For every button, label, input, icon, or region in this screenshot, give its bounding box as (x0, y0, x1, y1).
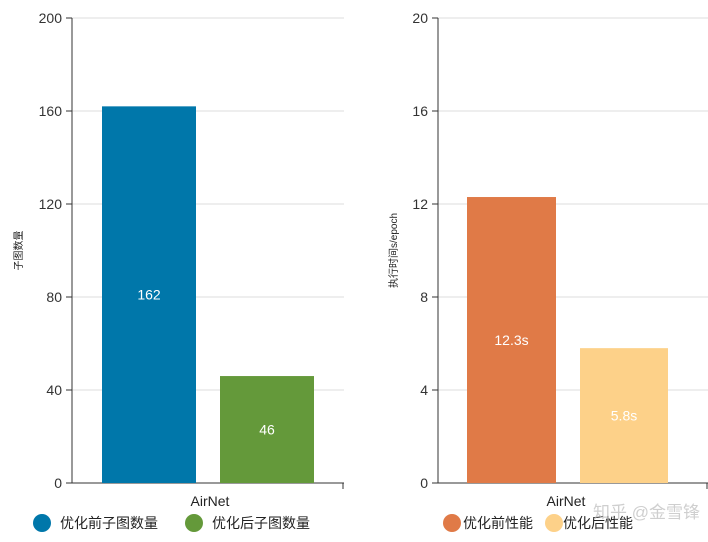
legend-marker (185, 514, 203, 532)
bar-data-label: 12.3s (494, 332, 528, 348)
y-axis-label: 子图数量 (12, 231, 25, 271)
y-tick-label: 20 (412, 10, 428, 26)
x-axis-label: AirNet (191, 493, 230, 509)
y-axis-label: 执行时间s/epoch (387, 213, 400, 288)
y-tick-label: 8 (420, 289, 428, 305)
watermark: 知乎 @金雪锋 (593, 503, 700, 522)
y-tick-label: 12 (412, 196, 428, 212)
y-tick-label: 40 (46, 382, 62, 398)
legend-marker (545, 514, 563, 532)
y-tick-label: 4 (420, 382, 428, 398)
y-tick-label: 0 (420, 475, 428, 491)
legend-marker (443, 514, 461, 532)
bar-data-label: 162 (137, 287, 161, 303)
y-tick-label: 0 (54, 475, 62, 491)
bar-before (467, 197, 556, 483)
bar-before (102, 106, 196, 483)
y-tick-label: 120 (39, 196, 63, 212)
y-tick-label: 80 (46, 289, 62, 305)
bar-after (580, 348, 668, 483)
legend-label: 优化后性能 (563, 515, 633, 531)
legend-marker (33, 514, 51, 532)
y-tick-label: 160 (39, 103, 63, 119)
y-tick-label: 200 (39, 10, 63, 26)
legend-label: 优化前性能 (463, 515, 533, 531)
legend-label: 优化前子图数量 (60, 515, 158, 531)
y-tick-label: 16 (412, 103, 428, 119)
bar-after (220, 376, 314, 483)
bar-data-label: 5.8s (611, 408, 637, 424)
x-axis-label: AirNet (547, 493, 586, 509)
bar-data-label: 46 (259, 422, 275, 438)
legend-label: 优化后子图数量 (212, 515, 310, 531)
